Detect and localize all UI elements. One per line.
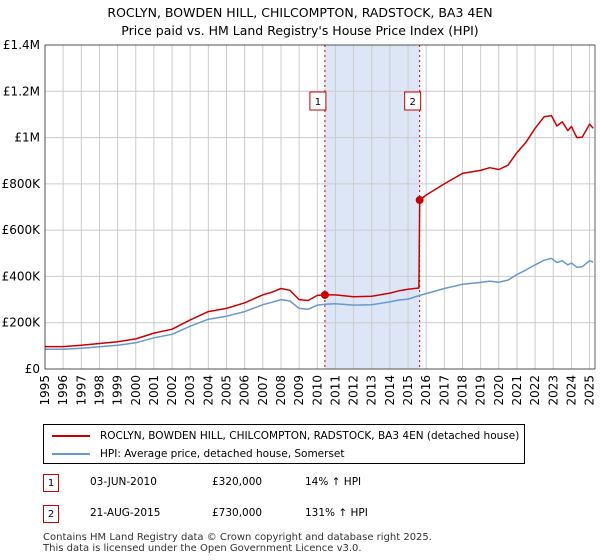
y-tick-label: £1M [14,131,40,145]
x-tick-label: 2004 [201,375,215,406]
x-tick-label: 2008 [274,375,288,406]
transaction-date: 03-JUN-2010 [90,476,157,488]
x-tick-label: 2002 [165,375,179,406]
x-tick-label: 2014 [383,375,397,406]
x-tick-label: 2017 [437,375,451,406]
legend-swatch-hpi [52,453,90,455]
sale-period-shading [324,45,420,369]
x-tick-label: 2016 [419,375,433,406]
sale-marker-label: 2 [404,91,422,111]
x-tick-label: 1995 [38,375,52,406]
x-tick-label: 2019 [474,375,488,406]
sale-point [320,290,329,299]
x-tick-label: 2009 [292,375,306,406]
y-tick-label: £400K [2,269,42,283]
x-tick-label: 2018 [455,375,469,406]
y-tick-label: £1.4M [3,38,40,52]
transaction-hpi-change: 14% ↑ HPI [305,476,362,488]
x-tick-label: 2013 [365,375,379,406]
hpi-line [45,257,594,351]
legend-item-hpi: HPI: Average price, detached house, Some… [52,446,345,462]
legend: ROCLYN, BOWDEN HILL, CHILCOMPTON, RADSTO… [43,424,525,464]
x-tick-label: 2010 [310,375,324,406]
plot-frame [44,44,596,370]
x-tick-label: 2005 [220,375,234,406]
x-tick-label: 2015 [401,375,415,406]
x-tick-label: 2020 [492,375,506,406]
y-tick-label: £0 [25,362,40,376]
y-tick-label: £600K [2,223,42,237]
y-tick-label: £200K [2,316,42,330]
transaction-price: £730,000 [212,507,263,519]
transaction-hpi-change: 131% ↑ HPI [305,507,368,519]
sale-marker-number: 1 [315,97,321,108]
sale-marker-number: 2 [409,97,415,108]
legend-label-property: ROCLYN, BOWDEN HILL, CHILCOMPTON, RADSTO… [100,430,520,442]
legend-label-hpi: HPI: Average price, detached house, Some… [100,448,345,460]
transaction-marker-badge: 1 [43,474,59,492]
chart-subtitle: Price paid vs. HM Land Registry's House … [121,23,479,38]
chart-title: ROCLYN, BOWDEN HILL, CHILCOMPTON, RADSTO… [107,5,493,20]
x-tick-label: 2021 [510,375,524,406]
y-tick-label: £800K [2,177,42,191]
transaction-marker-badge: 2 [43,505,59,523]
x-tick-label: 1997 [74,375,88,406]
x-tick-label: 2006 [238,375,252,406]
x-tick-label: 2011 [328,375,342,406]
transaction-date: 21-AUG-2015 [90,507,161,519]
x-tick-label: 1999 [111,375,125,406]
legend-swatch-property [52,435,90,437]
x-tick-label: 2023 [546,375,560,406]
transaction-price: £320,000 [212,476,263,488]
x-tick-label: 2025 [583,375,597,406]
price-chart: £0 £200K £400K £600K £800K £1M £1.2M £1.4M 1995 1… [2,38,597,406]
x-tick-label: 2012 [347,375,361,406]
legend-item-property: ROCLYN, BOWDEN HILL, CHILCOMPTON, RADSTO… [52,428,519,444]
sale-marker-label: 1 [309,91,327,111]
sale-marker-box [404,91,422,111]
sale-marker-box [309,91,327,111]
x-tick-label: 2007 [256,375,270,406]
x-tick-label: 1998 [92,375,106,406]
sale-point [415,196,424,205]
x-tick-label: 1996 [56,375,70,406]
x-tick-label: 2022 [528,375,542,406]
property-price-line [45,114,594,348]
x-tick-label: 2000 [129,375,143,406]
x-tick-label: 2024 [564,375,578,406]
x-tick-label: 2001 [147,375,161,406]
y-tick-label: £1.2M [3,84,40,98]
footer-copyright: Contains HM Land Registry data © Crown c… [43,532,432,543]
x-tick-label: 2003 [183,375,197,406]
footer: Contains HM Land Registry data © Crown c… [43,532,432,554]
footer-license: This data is licensed under the Open Gov… [43,543,362,554]
